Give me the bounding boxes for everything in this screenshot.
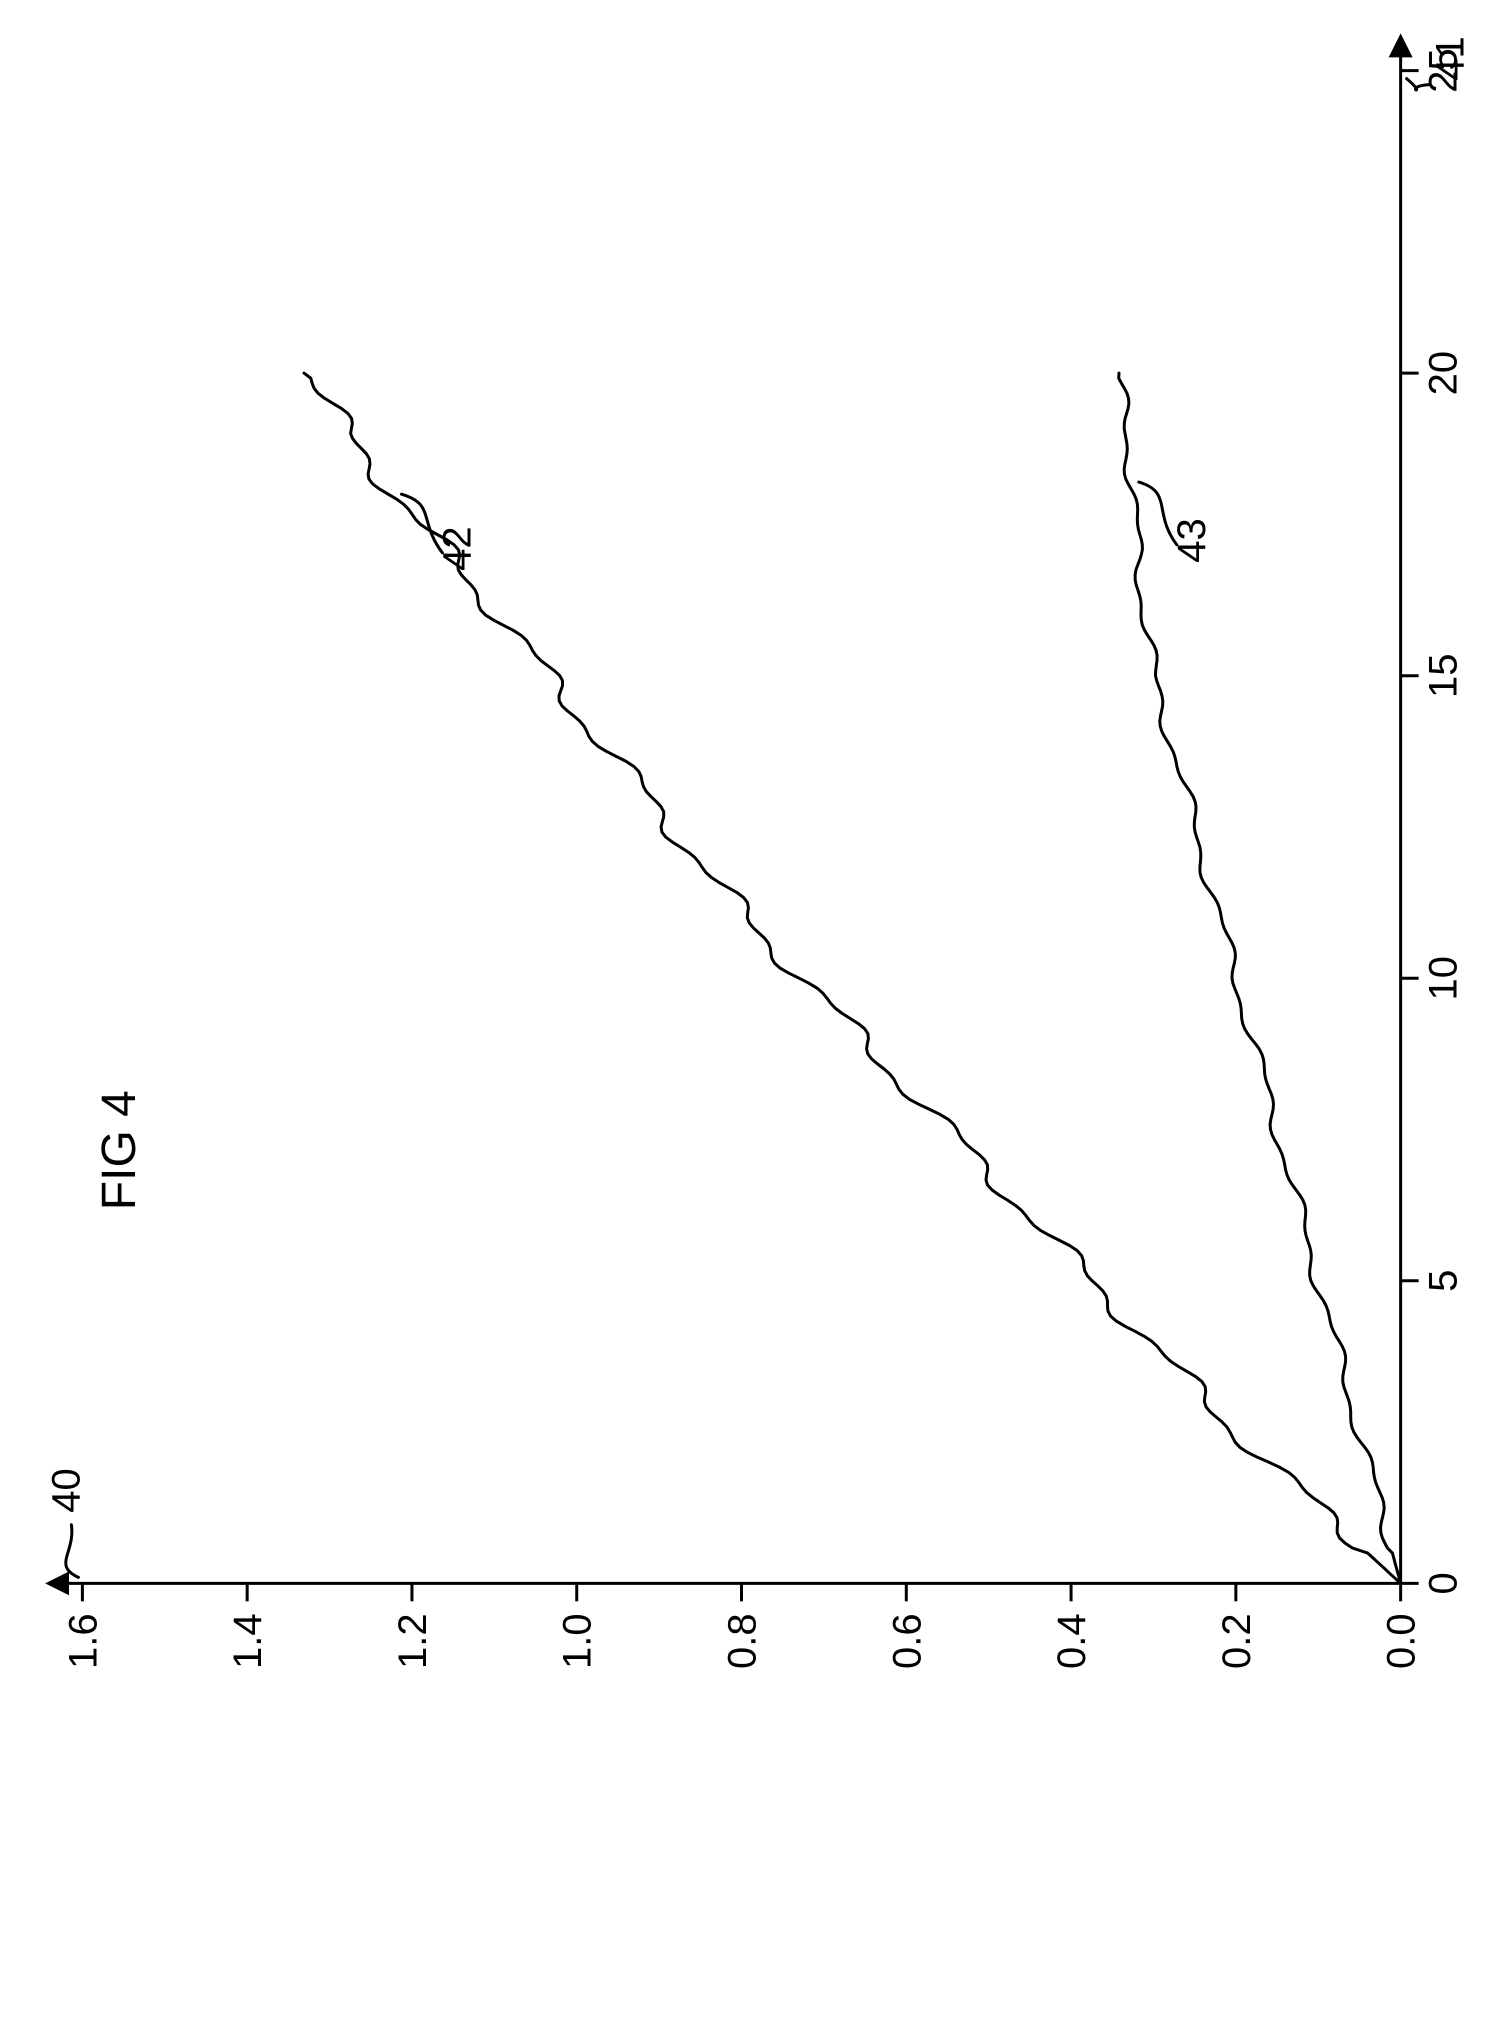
y-tick-label: 0.6: [885, 1613, 929, 1669]
x-tick-label: 10: [1422, 956, 1466, 1001]
callout-label: 42: [435, 526, 479, 571]
callout-label: 41: [1429, 36, 1473, 81]
y-tick-label: 1.4: [226, 1613, 270, 1669]
callout-leader: [66, 1525, 79, 1578]
callout-label: 40: [44, 1468, 88, 1513]
curve-43: [1119, 373, 1401, 1583]
x-tick-label: 5: [1422, 1270, 1466, 1292]
y-tick-label: 0.4: [1050, 1613, 1094, 1669]
x-tick-label: 20: [1422, 351, 1466, 396]
y-tick-label: 0.2: [1215, 1613, 1259, 1669]
y-tick-label: 1.2: [391, 1613, 435, 1669]
x-tick-label: 15: [1422, 653, 1466, 698]
y-tick-label: 0.0: [1380, 1613, 1424, 1669]
y-tick-label: 1.6: [61, 1613, 105, 1669]
y-tick-label: 1.0: [556, 1613, 600, 1669]
callout-label: 43: [1170, 518, 1214, 563]
figure-title: FIG 4: [93, 1090, 146, 1210]
figure-4-chart: 05101520250.00.20.40.60.81.01.21.41.6FIG…: [0, 0, 1498, 2017]
x-tick-label: 0: [1422, 1572, 1466, 1594]
y-tick-label: 0.8: [721, 1613, 765, 1669]
page: 05101520250.00.20.40.60.81.01.21.41.6FIG…: [0, 0, 1498, 2017]
